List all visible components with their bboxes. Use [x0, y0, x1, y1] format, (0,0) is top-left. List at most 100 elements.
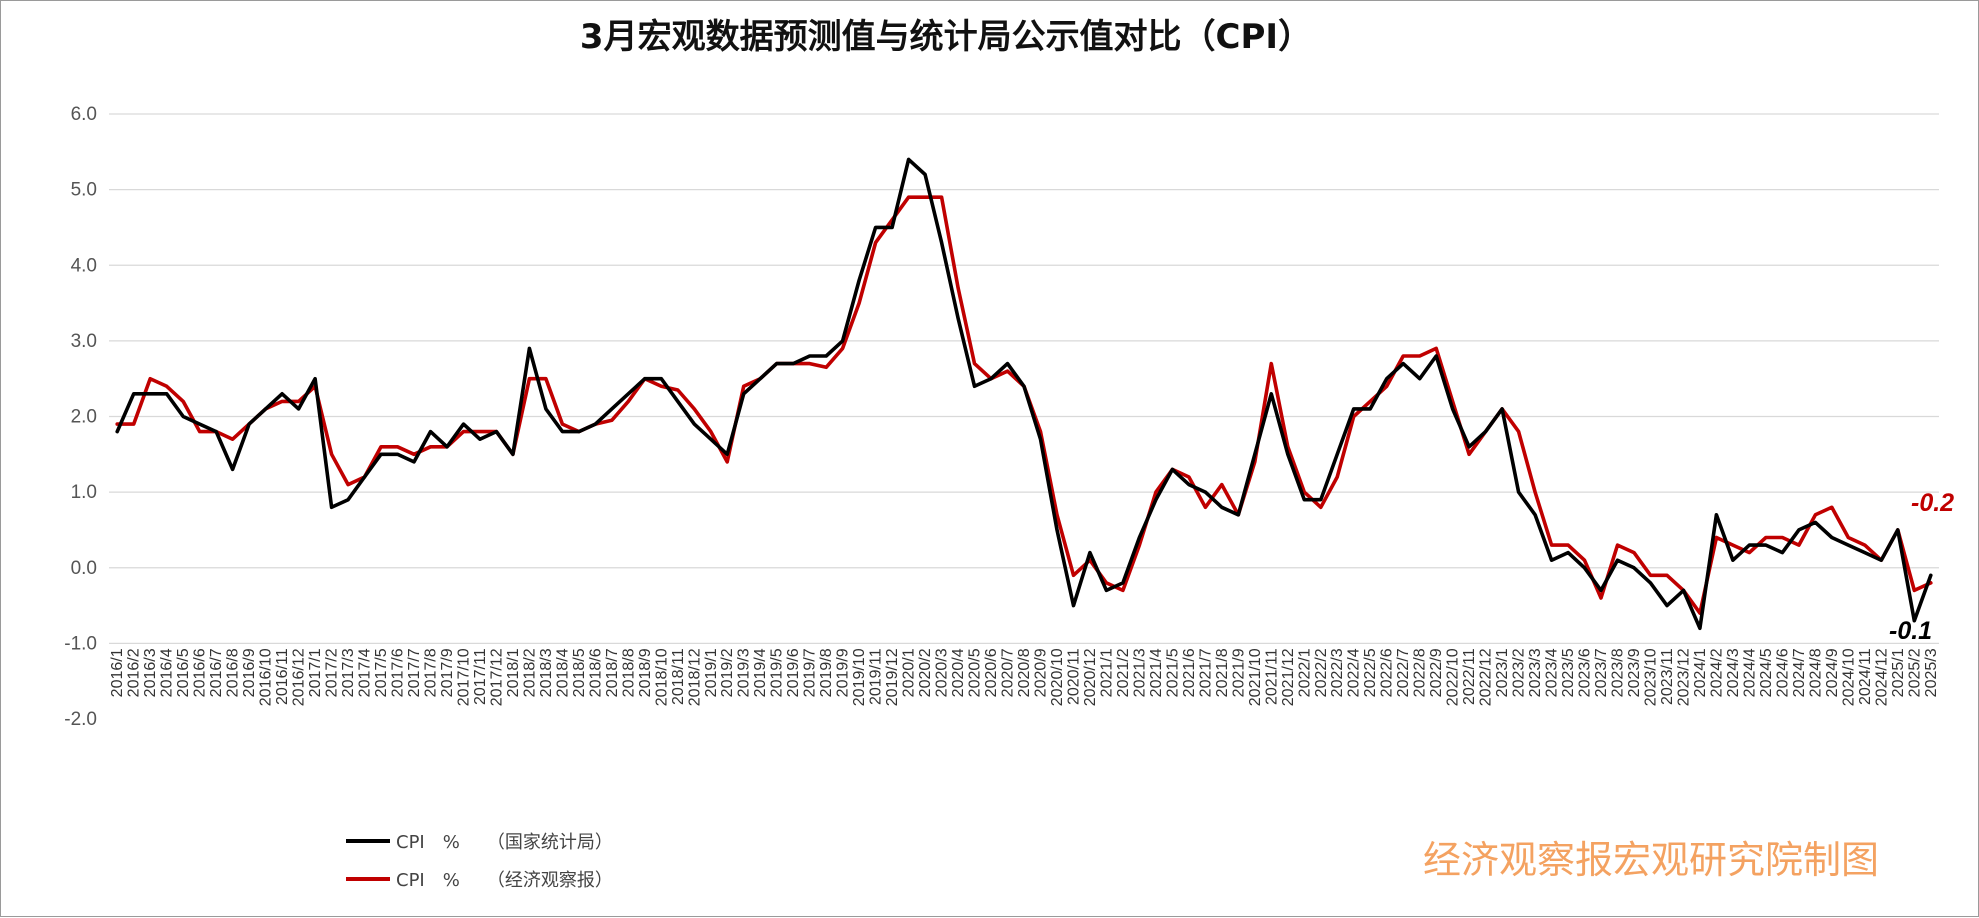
x-tick-label: 2018/5	[571, 648, 588, 697]
y-tick-label: 2.0	[71, 407, 97, 428]
x-tick-label: 2020/7	[1000, 648, 1017, 697]
x-tick-label: 2019/4	[752, 648, 769, 697]
y-tick-label: -2.0	[64, 709, 97, 730]
x-tick-label: 2022/10	[1445, 648, 1462, 706]
x-tick-label: 2019/12	[884, 648, 901, 706]
x-tick-label: 2023/4	[1544, 648, 1561, 697]
x-tick-label: 2023/9	[1626, 648, 1643, 697]
x-tick-label: 2023/5	[1560, 648, 1577, 697]
x-tick-label: 2025/1	[1890, 648, 1907, 697]
x-tick-label: 2021/3	[1131, 648, 1148, 697]
legend-label-stats-bureau: CPI % （国家统计局）	[396, 832, 613, 853]
x-tick-label: 2018/3	[538, 648, 555, 697]
legend-label-eeo: CPI % （经济观察报）	[396, 870, 613, 891]
x-tick-label: 2021/9	[1230, 648, 1247, 697]
x-tick-label: 2017/8	[422, 648, 439, 697]
x-tick-label: 2017/4	[357, 648, 374, 697]
x-tick-label: 2024/11	[1857, 648, 1874, 705]
y-tick-label: 6.0	[71, 104, 97, 125]
chart-title: 3月宏观数据预测值与统计局公示值对比（CPI）	[580, 17, 1312, 57]
x-tick-label: 2025/3	[1923, 648, 1940, 697]
y-tick-label: -1.0	[64, 633, 97, 654]
x-tick-label: 2024/4	[1741, 648, 1758, 697]
x-tick-label: 2020/12	[1082, 648, 1099, 706]
x-tick-label: 2018/1	[505, 648, 522, 697]
x-tick-label: 2019/9	[835, 648, 852, 697]
y-tick-label: 4.0	[71, 255, 97, 276]
x-tick-label: 2024/12	[1873, 648, 1890, 706]
x-tick-label: 2016/2	[126, 648, 143, 697]
x-tick-label: 2017/3	[340, 648, 357, 697]
x-tick-label: 2018/6	[587, 648, 604, 697]
x-tick-label: 2017/1	[307, 648, 324, 697]
x-tick-label: 2016/7	[208, 648, 225, 697]
x-tick-label: 2017/12	[488, 648, 505, 706]
x-tick-label: 2016/8	[225, 648, 242, 697]
x-tick-label: 2023/10	[1642, 648, 1659, 706]
x-tick-label: 2016/11	[274, 648, 291, 705]
x-tick-label: 2018/4	[554, 648, 571, 697]
x-tick-label: 2021/4	[1148, 648, 1165, 697]
x-tick-label: 2024/5	[1758, 648, 1775, 697]
x-tick-label: 2020/4	[950, 648, 967, 697]
x-tick-label: 2018/12	[686, 648, 703, 706]
chart-credit: 经济观察报宏观研究院制图	[1423, 838, 1879, 882]
x-tick-label: 2022/12	[1478, 648, 1495, 706]
x-tick-label: 2022/3	[1329, 648, 1346, 697]
x-tick-label: 2023/2	[1511, 648, 1528, 697]
y-tick-label: 3.0	[71, 331, 97, 352]
x-tick-label: 2020/1	[901, 648, 918, 697]
annotation-eeo-last: -0.2	[1911, 489, 1954, 517]
x-tick-label: 2022/2	[1313, 648, 1330, 697]
x-tick-label: 2019/10	[851, 648, 868, 706]
x-tick-label: 2017/5	[373, 648, 390, 697]
x-tick-label: 2024/2	[1708, 648, 1725, 697]
x-tick-label: 2024/1	[1692, 648, 1709, 697]
x-tick-label: 2021/12	[1280, 648, 1297, 706]
x-tick-label: 2019/1	[703, 648, 720, 697]
y-axis-ticks: 6.0 5.0 4.0 3.0 2.0 1.0 0.0 -1.0 -2.0	[64, 104, 97, 730]
x-tick-label: 2016/1	[109, 648, 126, 697]
grid	[109, 113, 1939, 645]
x-tick-label: 2021/7	[1197, 648, 1214, 697]
legend: CPI % （国家统计局） CPI % （经济观察报）	[346, 832, 613, 891]
x-tick-label: 2022/1	[1296, 648, 1313, 697]
x-tick-label: 2016/12	[291, 648, 308, 706]
x-tick-label: 2020/11	[1065, 648, 1082, 705]
series-lines	[115, 157, 1933, 631]
x-tick-label: 2020/3	[934, 648, 951, 697]
x-tick-label: 2022/6	[1379, 648, 1396, 697]
x-tick-label: 2019/6	[785, 648, 802, 697]
x-tick-label: 2019/3	[736, 648, 753, 697]
x-tick-label: 2019/5	[769, 648, 786, 697]
x-tick-label: 2019/11	[868, 648, 885, 705]
x-tick-label: 2024/3	[1725, 648, 1742, 697]
x-tick-label: 2023/6	[1577, 648, 1594, 697]
x-tick-label: 2020/8	[1016, 648, 1033, 697]
x-tick-label: 2017/7	[406, 648, 423, 697]
x-tick-label: 2022/4	[1346, 648, 1363, 697]
x-tick-label: 2021/8	[1214, 648, 1231, 697]
x-tick-label: 2023/8	[1610, 648, 1627, 697]
x-tick-label: 2019/7	[802, 648, 819, 697]
annotation-bureau-last: -0.1	[1889, 617, 1932, 645]
x-tick-label: 2022/8	[1412, 648, 1429, 697]
x-tick-label: 2020/2	[917, 648, 934, 697]
x-tick-label: 2017/9	[439, 648, 456, 697]
x-tick-label: 2016/10	[258, 648, 275, 706]
x-tick-label: 2023/12	[1675, 648, 1692, 706]
x-tick-label: 2020/5	[967, 648, 984, 697]
x-tick-label: 2023/11	[1659, 648, 1676, 705]
x-tick-label: 2021/11	[1263, 648, 1280, 705]
x-tick-label: 2016/5	[175, 648, 192, 697]
x-tick-label: 2023/1	[1494, 648, 1511, 697]
x-tick-label: 2020/10	[1049, 648, 1066, 706]
x-tick-label: 2021/10	[1247, 648, 1264, 706]
series-line-stats-bureau	[115, 157, 1933, 631]
y-tick-label: 0.0	[71, 558, 97, 579]
x-tick-label: 2019/2	[719, 648, 736, 697]
x-tick-label: 2022/9	[1428, 648, 1445, 697]
x-tick-label: 2024/8	[1807, 648, 1824, 697]
x-tick-label: 2018/11	[670, 648, 687, 705]
